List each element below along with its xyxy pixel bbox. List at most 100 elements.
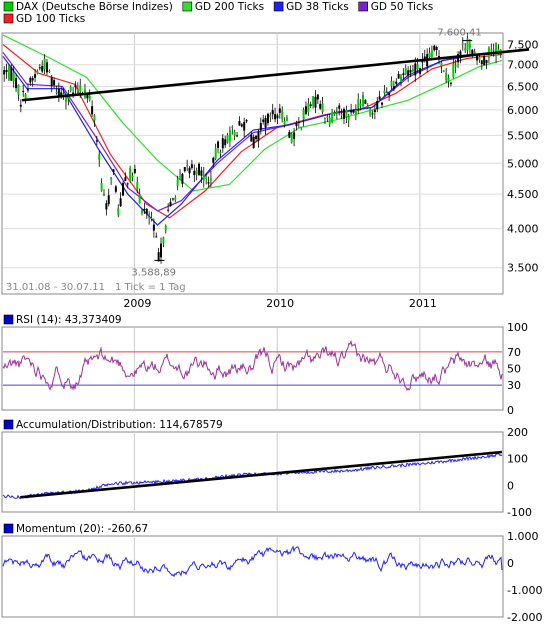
indicator-tick-label: 100 — [507, 453, 528, 466]
year-tick-label: 2010 — [266, 297, 294, 310]
candle-body — [335, 112, 338, 114]
candle-body — [419, 68, 422, 74]
candle-body — [428, 52, 431, 57]
candle-body — [188, 167, 191, 174]
candle-body — [240, 124, 243, 127]
candle-body — [492, 49, 495, 51]
candle-body — [91, 106, 94, 115]
legend-swatch — [3, 523, 14, 534]
candle-body — [43, 58, 46, 70]
candle-body — [326, 116, 329, 118]
candle-body — [193, 170, 196, 176]
price-tick-label: 7.000 — [507, 59, 539, 72]
candle-body — [69, 87, 72, 91]
candle-body — [160, 243, 163, 258]
legend-label: GD 100 Ticks — [16, 13, 85, 25]
candle-body — [183, 167, 186, 172]
moving-average-line — [2, 51, 503, 226]
candle-body — [319, 103, 322, 109]
candle-body — [288, 131, 291, 138]
candle-body — [233, 131, 236, 136]
tick-info-label: 1 Tick = 1 Tag — [115, 282, 186, 293]
candle-body — [266, 113, 269, 124]
candle-body — [255, 135, 258, 140]
legend-label: DAX (Deutsche Börse Indizes) — [16, 1, 173, 13]
candle-body — [390, 81, 393, 86]
candle-body — [274, 114, 277, 120]
candle-body — [34, 74, 37, 78]
candle-body — [141, 210, 144, 214]
candle-body — [381, 102, 384, 105]
candle-body — [17, 84, 20, 95]
candle-body — [476, 54, 479, 61]
candle-body — [57, 88, 60, 97]
candle-body — [366, 105, 369, 108]
candle-body — [50, 77, 53, 87]
candle-body — [136, 182, 139, 190]
candle-body — [45, 62, 48, 73]
candle-body — [433, 45, 436, 51]
candle-body — [29, 77, 32, 83]
indicator-tick-label: 0 — [507, 557, 514, 570]
candle-body — [22, 90, 25, 92]
candle-body — [478, 57, 481, 60]
candle-body — [190, 164, 193, 168]
candle-body — [373, 109, 376, 113]
candle-body — [24, 94, 27, 99]
date-range-label: 31.01.08 - 30.07.11 — [6, 282, 105, 293]
candle-body — [164, 225, 167, 231]
candle-body — [212, 157, 215, 163]
candle-body — [250, 134, 253, 142]
candle-body — [181, 174, 184, 184]
candle-body — [121, 183, 124, 196]
price-trendline — [21, 48, 530, 102]
candle-body — [102, 193, 105, 196]
indicator-tick-label: -2.000 — [507, 611, 542, 624]
candle-body — [361, 94, 364, 107]
candle-body — [236, 135, 239, 137]
candle-body — [86, 94, 89, 99]
legend-label: RSI (14): 43,373409 — [16, 314, 122, 326]
indicator-tick-label: 1.000 — [507, 530, 539, 543]
candle-body — [283, 121, 286, 125]
candle-body — [285, 117, 288, 122]
candle-body — [95, 140, 98, 142]
candle-body — [205, 177, 208, 179]
candle-body — [376, 100, 379, 110]
candle-body — [138, 193, 141, 204]
candle-body — [323, 117, 326, 119]
indicator-line — [2, 339, 503, 392]
candle-body — [316, 94, 319, 100]
candle-body — [302, 109, 305, 120]
candle-body — [364, 100, 367, 104]
candle-body — [402, 73, 405, 76]
candle-body — [131, 175, 134, 178]
candle-body — [278, 108, 281, 113]
legend-label: Momentum (20): -260,67 — [16, 523, 148, 535]
price-tick-label: 6.000 — [507, 104, 539, 117]
candle-body — [152, 224, 155, 231]
candle-body — [297, 122, 300, 124]
candle-body — [53, 80, 56, 85]
candle-body — [414, 63, 417, 76]
candle-body — [202, 174, 205, 181]
candle-body — [214, 148, 217, 159]
candle-body — [378, 96, 381, 100]
candle-body — [354, 109, 357, 116]
indicator-plot-frame — [1, 535, 504, 618]
candle-body — [114, 186, 117, 192]
candle-body — [7, 66, 10, 80]
candle-body — [157, 252, 160, 262]
candle-body — [495, 43, 498, 56]
legend-label: GD 38 Ticks — [286, 1, 349, 13]
candle-body — [464, 48, 467, 51]
candle-body — [133, 168, 136, 173]
candle-body — [430, 50, 433, 57]
candle-body — [55, 91, 58, 93]
candle-body — [269, 115, 272, 118]
price-tick-label: 5.000 — [507, 157, 539, 170]
candle-body — [309, 104, 312, 106]
candle-body — [295, 123, 298, 126]
candle-body — [411, 69, 414, 72]
candle-body — [468, 44, 471, 48]
